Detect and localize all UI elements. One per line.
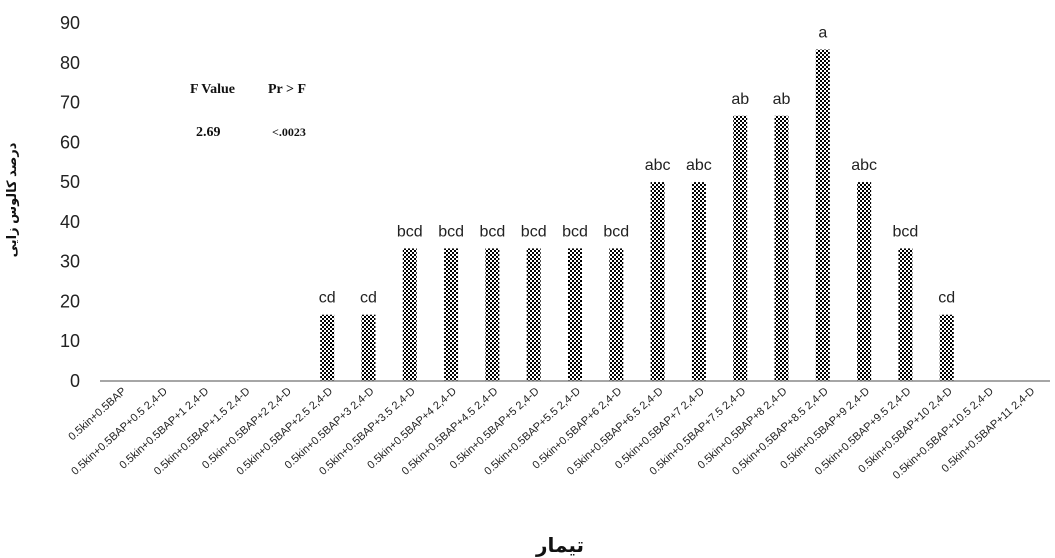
- y-tick-label: 60: [60, 132, 80, 152]
- y-axis-ticks: 0 10 20 30 40 50 60 70 80 90: [60, 13, 80, 391]
- bar: [857, 182, 872, 381]
- bar: [568, 248, 582, 381]
- bar-label: ab: [773, 91, 791, 108]
- stats-p-value: <.0023: [272, 125, 306, 139]
- y-tick-label: 20: [60, 291, 80, 311]
- bar-label: bcd: [893, 223, 919, 240]
- x-axis-title: تیمار: [535, 535, 584, 557]
- y-tick-label: 10: [60, 331, 80, 351]
- y-tick-label: 30: [60, 252, 80, 272]
- y-tick-label: 0: [70, 371, 80, 391]
- y-tick-label: 80: [60, 53, 80, 73]
- bar-label: bcd: [521, 223, 547, 240]
- bar-label: cd: [360, 290, 377, 307]
- bar: [361, 314, 376, 381]
- bar: [485, 248, 500, 381]
- bar: [609, 248, 624, 381]
- stats-header-f: F Value: [190, 82, 235, 97]
- y-tick-label: 90: [60, 13, 80, 33]
- y-tick-label: 40: [60, 212, 80, 232]
- bar-label: cd: [938, 290, 955, 307]
- y-tick-label: 70: [60, 93, 80, 113]
- bar: [815, 49, 830, 382]
- bar-label: cd: [319, 290, 336, 307]
- bar-label: bcd: [397, 223, 423, 240]
- bar-label: a: [818, 25, 827, 42]
- bar: [898, 248, 913, 381]
- bar-label: abc: [645, 157, 671, 174]
- bar: [526, 248, 541, 381]
- stats-box: F Value Pr > F 2.69 <.0023: [190, 82, 306, 140]
- stats-f-value: 2.69: [196, 125, 221, 140]
- bar-label: bcd: [562, 223, 588, 240]
- bar-label: bcd: [479, 223, 505, 240]
- y-tick-label: 50: [60, 172, 80, 192]
- bar: [691, 182, 706, 381]
- bar-label: abc: [686, 157, 712, 174]
- bar: [444, 248, 459, 381]
- bars: [320, 49, 954, 382]
- stats-header-p: Pr > F: [268, 82, 306, 97]
- bar-label: ab: [731, 91, 749, 108]
- y-axis-title: درصد کالوس زایی: [4, 142, 19, 257]
- bar: [939, 314, 954, 381]
- bar: [320, 314, 335, 381]
- bar-label: bcd: [603, 223, 629, 240]
- bar: [733, 115, 748, 382]
- bar: [774, 115, 789, 382]
- bar: [650, 182, 665, 381]
- bar-label: bcd: [438, 223, 464, 240]
- bar-label: abc: [851, 157, 877, 174]
- bar: [402, 248, 417, 381]
